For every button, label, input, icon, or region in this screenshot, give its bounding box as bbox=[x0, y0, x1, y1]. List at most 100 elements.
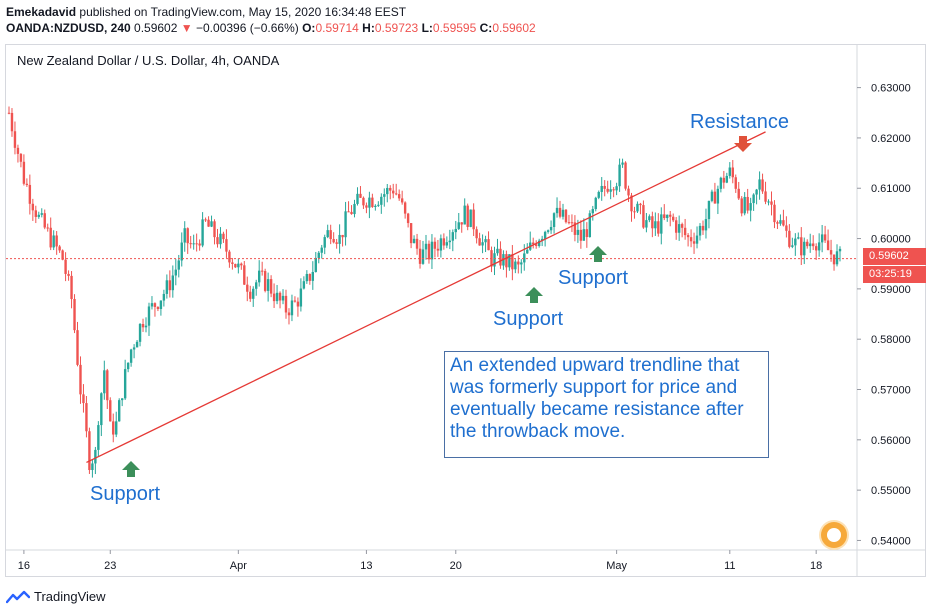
candle-body bbox=[770, 201, 773, 205]
open-label: O: bbox=[302, 21, 316, 35]
candle-body bbox=[192, 243, 195, 245]
candle-body bbox=[508, 254, 511, 268]
candle-body bbox=[773, 204, 776, 223]
candle-body bbox=[266, 279, 270, 291]
candle-body bbox=[183, 228, 186, 243]
candle-body bbox=[737, 188, 740, 199]
candle-body bbox=[88, 431, 91, 471]
candle-body bbox=[216, 237, 219, 245]
candle-body bbox=[55, 235, 58, 247]
candle-body bbox=[838, 248, 842, 252]
support-arrow-up-icon bbox=[589, 246, 607, 262]
candle-body bbox=[91, 463, 94, 471]
candle-body bbox=[353, 203, 356, 215]
flag-icon[interactable] bbox=[821, 522, 847, 548]
candle-body bbox=[49, 227, 52, 248]
candle-body bbox=[147, 306, 151, 326]
footer-brand[interactable]: TradingView bbox=[6, 589, 106, 604]
candle-body bbox=[526, 249, 529, 254]
candle-body bbox=[722, 177, 726, 183]
candle-body bbox=[654, 221, 657, 229]
candle-body bbox=[651, 216, 654, 229]
candle-body bbox=[10, 112, 14, 132]
trendline bbox=[86, 131, 766, 464]
candle-body bbox=[7, 112, 11, 114]
candle-body bbox=[320, 247, 323, 253]
candle-body bbox=[249, 291, 252, 299]
candle-body bbox=[680, 224, 684, 228]
candle-body bbox=[445, 242, 449, 246]
candle-body bbox=[144, 325, 148, 328]
candle-body bbox=[171, 275, 175, 291]
candle-body bbox=[234, 263, 237, 268]
candle-body bbox=[350, 211, 353, 215]
candle-body bbox=[546, 230, 550, 232]
candle-body bbox=[296, 301, 300, 307]
candle-body bbox=[186, 228, 189, 244]
candle-body bbox=[189, 243, 192, 245]
candle-body bbox=[213, 221, 216, 238]
candle-body bbox=[25, 183, 29, 185]
candle-body bbox=[624, 162, 627, 189]
candle-body bbox=[377, 204, 380, 206]
candle-body bbox=[537, 240, 541, 246]
candle-body bbox=[210, 221, 213, 227]
candle-body bbox=[764, 191, 767, 202]
candle-body bbox=[359, 193, 362, 198]
candle-body bbox=[782, 220, 785, 226]
candle-body bbox=[710, 191, 714, 201]
candle-body bbox=[543, 231, 547, 239]
candle-body bbox=[308, 273, 312, 281]
candle-body bbox=[686, 235, 690, 238]
candle-body bbox=[362, 197, 365, 206]
candle-body bbox=[138, 323, 142, 342]
candle-body bbox=[403, 202, 407, 214]
chart-frame[interactable] bbox=[5, 44, 926, 577]
candle-body bbox=[118, 400, 121, 422]
candle-body bbox=[692, 241, 696, 244]
x-tick-label: 13 bbox=[360, 560, 372, 572]
candle-body bbox=[383, 194, 386, 197]
candle-body bbox=[231, 262, 234, 264]
candle-body bbox=[123, 369, 127, 399]
candle-body bbox=[120, 398, 124, 401]
candle-body bbox=[800, 237, 803, 256]
candle-body bbox=[648, 216, 651, 221]
candle-body bbox=[817, 242, 821, 251]
candle-body bbox=[439, 238, 443, 251]
candle-body bbox=[335, 242, 338, 244]
candle-body bbox=[767, 201, 770, 203]
support-label-bottom: Support bbox=[90, 483, 161, 505]
candle-body bbox=[517, 261, 520, 265]
candle-body bbox=[645, 220, 648, 228]
candle-body bbox=[195, 243, 198, 245]
candle-body bbox=[561, 209, 565, 217]
last-price: 0.59602 bbox=[134, 21, 178, 35]
candle-body bbox=[523, 253, 526, 263]
candle-body bbox=[222, 233, 225, 240]
candle-body bbox=[567, 222, 571, 224]
candle-body bbox=[779, 220, 782, 224]
tradingview-logo-icon bbox=[6, 590, 30, 603]
candle-body bbox=[627, 188, 630, 196]
change-arrow-icon: ▼ bbox=[180, 21, 193, 35]
candle-body bbox=[794, 238, 797, 246]
candle-body bbox=[374, 205, 377, 207]
candle-body bbox=[806, 241, 809, 247]
candle-body bbox=[469, 209, 472, 227]
candle-body bbox=[70, 275, 73, 300]
candle-body bbox=[695, 235, 699, 244]
candle-body bbox=[472, 209, 475, 230]
candle-body bbox=[180, 242, 183, 261]
candle-body bbox=[761, 179, 764, 192]
candle-body bbox=[365, 205, 368, 208]
candle-body bbox=[716, 188, 720, 204]
symbol-ohlc-line: OANDA:NZDUSD, 240 0.59602 ▼ −0.00396 (−0… bbox=[6, 21, 536, 35]
candle-body bbox=[28, 184, 32, 204]
candle-body bbox=[16, 147, 20, 154]
y-tick-label: 0.57000 bbox=[871, 385, 911, 397]
candle-body bbox=[85, 403, 88, 432]
candle-body bbox=[457, 222, 460, 229]
candle-body bbox=[755, 189, 758, 195]
